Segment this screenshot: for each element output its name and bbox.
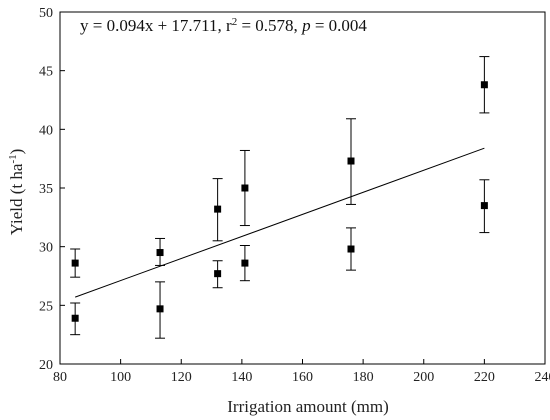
regression-line <box>74 147 485 298</box>
plot-border <box>59 11 546 365</box>
x-tick-label: 160 <box>292 370 313 385</box>
x-tick-label: 100 <box>110 370 131 385</box>
x-tick-label: 140 <box>231 370 252 385</box>
x-tick-label: 240 <box>535 370 550 385</box>
x-axis-label: Irrigation amount (mm) <box>227 397 388 416</box>
data-point <box>214 205 222 213</box>
x-tick-label: 120 <box>171 370 192 385</box>
data-point <box>241 184 249 192</box>
regression-line-group <box>74 147 485 298</box>
data-point <box>156 249 164 257</box>
data-point <box>480 81 488 89</box>
data-point <box>480 202 488 210</box>
y-tick-label: 35 <box>39 182 53 197</box>
data-points <box>71 81 488 322</box>
equation-middle: = 0.578, <box>237 16 302 35</box>
y-tick-label: 50 <box>39 6 53 21</box>
y-tick-label: 40 <box>39 123 53 138</box>
y-tick-label: 45 <box>39 65 53 80</box>
x-tick-label: 220 <box>474 370 495 385</box>
data-point <box>347 157 355 165</box>
x-tick-label: 180 <box>353 370 374 385</box>
data-point <box>156 305 164 313</box>
equation-prefix: y = 0.094x + 17.711, r <box>80 16 232 35</box>
error-bars <box>70 56 490 339</box>
x-tick-label: 80 <box>53 370 67 385</box>
equation-suffix: = 0.004 <box>311 16 368 35</box>
y-axis-label: Yield (t ha-1) <box>7 149 26 236</box>
data-point <box>71 314 79 322</box>
y-axis-label-superscript: -1 <box>7 154 19 163</box>
data-point <box>71 259 79 267</box>
data-point <box>347 245 355 253</box>
x-tick-label: 200 <box>413 370 434 385</box>
y-axis-label-close: ) <box>7 149 26 155</box>
data-point <box>214 270 222 278</box>
y-axis-ticks: 20 25 30 35 40 45 50 <box>39 6 65 373</box>
plot-frame <box>59 11 546 365</box>
equation-p-symbol: p <box>301 16 311 35</box>
y-axis-label-base: Yield (t ha <box>7 163 26 235</box>
y-tick-label: 30 <box>39 241 53 256</box>
equation-r-squared-superscript: 2 <box>232 16 238 28</box>
regression-equation: y = 0.094x + 17.711, r2 = 0.578, p = 0.0… <box>80 16 367 35</box>
y-tick-label: 25 <box>39 299 53 314</box>
y-tick-label: 20 <box>39 358 53 373</box>
x-axis-ticks: 80 100 120 140 160 180 200 220 240 <box>53 359 550 385</box>
data-point <box>241 259 249 267</box>
